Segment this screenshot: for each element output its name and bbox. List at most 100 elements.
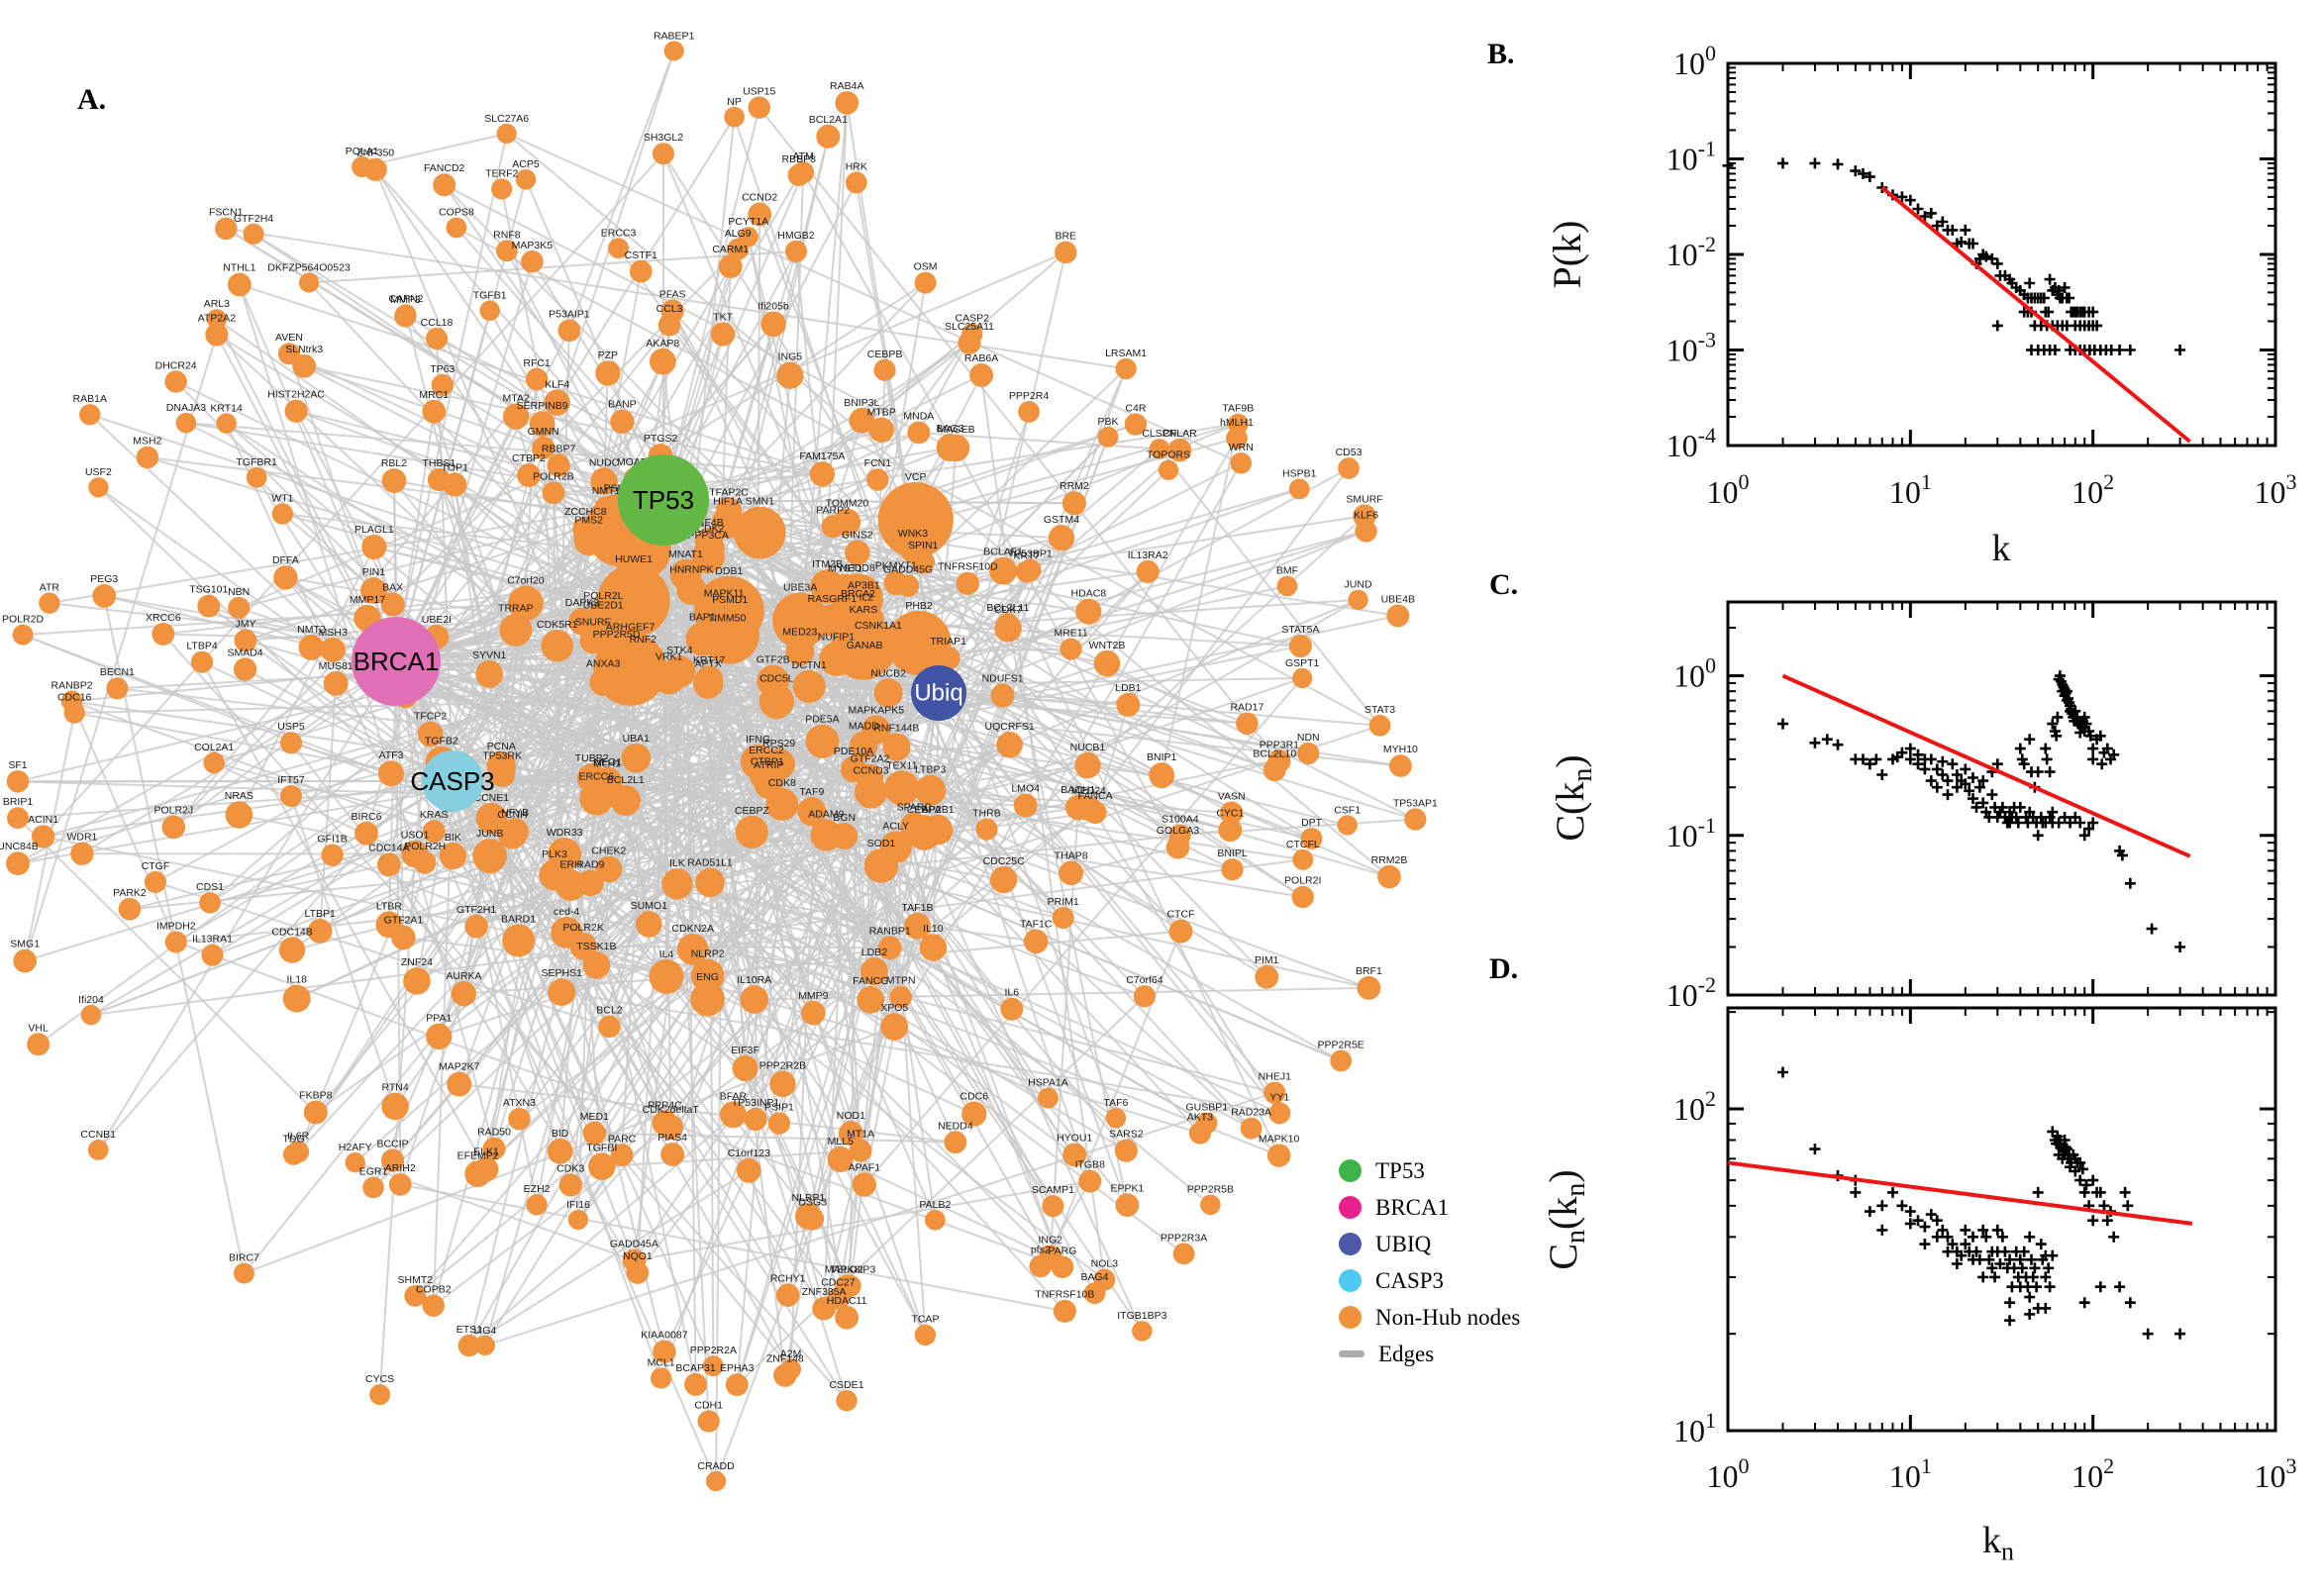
network-node-label: DSG3	[798, 1197, 827, 1209]
network-node-label: RCHY1	[770, 1272, 806, 1284]
network-node-label: GADD45A	[610, 1238, 658, 1249]
network-node-label: NDUFS1	[982, 672, 1024, 684]
network-node	[1300, 828, 1323, 849]
network-node-label: ZNF385A	[802, 1286, 847, 1298]
network-node-label: IL18	[286, 974, 307, 986]
network-node	[292, 353, 317, 378]
network-node-label: TGFB2	[425, 736, 458, 748]
network-node	[690, 981, 725, 1017]
network-node	[491, 178, 513, 200]
network-node-label: HSPA1A	[1028, 1077, 1068, 1089]
network-node-label: CHEK2	[591, 846, 626, 857]
network-node-label: EZH2	[524, 1183, 551, 1195]
network-node-label: MSH3	[319, 627, 348, 639]
network-node	[969, 362, 994, 387]
network-node	[1060, 638, 1082, 660]
network-node	[526, 1194, 548, 1216]
network-edge	[655, 423, 1239, 514]
network-node-label: CAPN2	[388, 293, 423, 305]
network-node	[201, 944, 224, 966]
network-node	[702, 1355, 724, 1377]
network-node	[1263, 1081, 1286, 1104]
network-node-label: FSCN1	[209, 207, 244, 219]
network-node-label: MAPKAPK5	[848, 705, 904, 717]
network-node-label: FANCG	[853, 975, 888, 987]
network-node-label: NBN	[228, 586, 250, 598]
network-node-label: THAP8	[1055, 849, 1088, 861]
network-node	[588, 1152, 616, 1180]
network-node	[298, 635, 325, 660]
network-node	[502, 924, 536, 957]
network-edge	[440, 492, 555, 763]
network-node	[705, 1470, 727, 1492]
network-node-label: BAG4	[1080, 1271, 1108, 1283]
network-node-label: PZP	[598, 349, 618, 361]
network-node	[532, 436, 556, 460]
network-node-label: GFI1B	[317, 833, 347, 845]
network-node	[775, 1283, 800, 1307]
network-node	[381, 1092, 409, 1121]
network-node	[1149, 439, 1170, 459]
network-node-label: PLAGL1	[354, 524, 394, 536]
network-node-label: EPPK1	[1110, 1182, 1144, 1194]
network-node-label: WDR33	[547, 827, 583, 839]
network-node	[80, 1004, 102, 1026]
network-node	[495, 240, 518, 262]
network-node-label: TP53BP1	[1008, 549, 1053, 560]
network-node	[676, 933, 709, 965]
network-node	[1168, 919, 1193, 944]
network-node-label: ATP2A2	[198, 312, 236, 324]
network-node-label: THRB	[972, 807, 1001, 819]
network-edge	[754, 986, 1369, 1001]
network-node	[1114, 1139, 1138, 1162]
network-edge	[706, 638, 729, 1000]
network-node-label: CDC16	[57, 691, 92, 703]
network-node-label: NEO1	[593, 756, 622, 768]
network-node	[475, 802, 508, 835]
network-node-label: CLSPN	[1142, 428, 1176, 440]
network-node	[1368, 714, 1391, 737]
network-node	[590, 467, 618, 495]
network-node-label: KLF4	[545, 378, 569, 390]
network-node-label: UBA1	[623, 733, 651, 745]
network-node-label: RNF8	[493, 229, 521, 241]
network-node-label: NEDD8	[840, 562, 875, 574]
network-edge	[443, 184, 664, 501]
network-node-label: TGFB1	[473, 289, 507, 301]
network-node-label: MTPN	[886, 975, 916, 987]
network-node-label: ARHGEF7	[606, 622, 656, 634]
network-node	[900, 812, 929, 841]
network-node-label: PPP3R1	[1260, 739, 1299, 750]
legend-label: BRCA1	[1375, 1194, 1450, 1220]
network-node-label: CSF1	[1334, 804, 1361, 816]
network-node-label: ATF3	[379, 749, 404, 761]
network-edge	[129, 829, 939, 911]
network-node-label: RRM2B	[1371, 854, 1408, 866]
network-node	[1338, 457, 1360, 479]
network-node-label: TEX11	[886, 759, 917, 771]
network-node	[769, 1070, 796, 1098]
network-node-label: KRT17	[693, 654, 726, 666]
network-node	[1053, 1299, 1076, 1323]
network-edge	[923, 368, 1128, 834]
network-node	[610, 785, 642, 816]
network-edge	[938, 411, 1031, 694]
network-node	[636, 911, 662, 938]
network-node	[663, 41, 684, 61]
network-node-label: RABEP1	[654, 30, 695, 42]
network-node-label: RBBP7	[542, 443, 576, 454]
network-node	[401, 840, 429, 868]
network-node	[735, 815, 768, 848]
network-node	[271, 503, 293, 525]
network-node	[936, 434, 964, 462]
network-edge	[869, 999, 1127, 1152]
network-node-label: RTN4	[382, 1082, 409, 1094]
network-node	[621, 743, 652, 773]
network-node-label: C7orf64	[1126, 974, 1163, 986]
network-node-label: PPP2R5D	[593, 629, 641, 641]
network-node-label: CDKN2A	[671, 923, 714, 935]
network-node-label: BACH1	[1060, 784, 1095, 796]
network-node	[363, 157, 387, 181]
network-node	[1061, 491, 1086, 516]
